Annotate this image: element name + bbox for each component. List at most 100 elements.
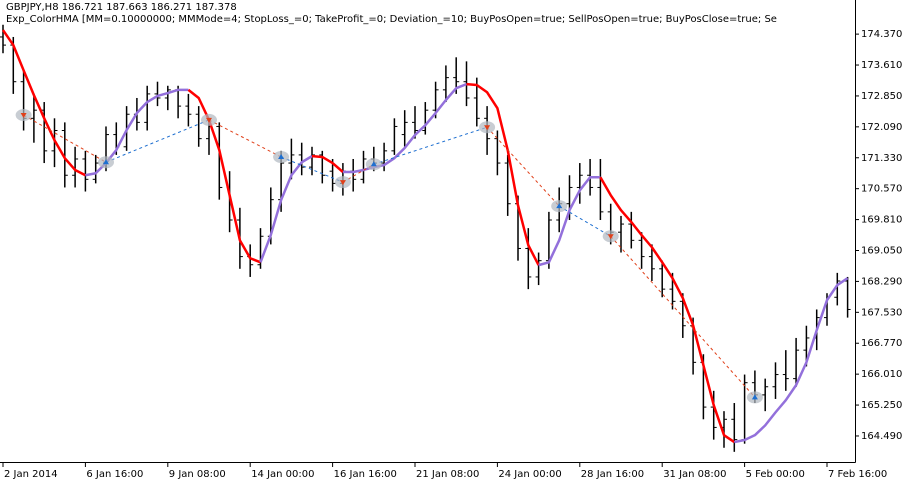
- x-tick-label: 9 Jan 08:00: [169, 469, 226, 480]
- x-tick-label: 14 Jan 00:00: [251, 469, 314, 480]
- x-tick-label: 2 Jan 2014: [4, 469, 58, 480]
- x-tick-label: 5 Feb 00:00: [746, 469, 805, 480]
- price-bar: [504, 154, 511, 216]
- price-bar: [72, 146, 79, 188]
- hma-line: [259, 155, 313, 263]
- price-bar: [61, 122, 68, 188]
- price-bar: [164, 85, 171, 111]
- deal-line: [208, 119, 282, 158]
- price-bar: [154, 81, 161, 107]
- price-bar: [463, 61, 470, 107]
- y-tick-label: 165.250: [861, 400, 902, 411]
- deal-arrow: [370, 161, 377, 167]
- deal-line: [373, 126, 488, 165]
- price-bar: [535, 252, 542, 286]
- price-bar: [793, 337, 800, 387]
- y-tick-label: 174.370: [861, 29, 902, 40]
- y-tick-label: 171.330: [861, 153, 902, 164]
- hma-line: [311, 154, 344, 173]
- deal-marker: [602, 230, 619, 243]
- price-bar: [412, 106, 418, 139]
- price-bar: [597, 158, 604, 220]
- x-tick-label: 6 Jan 16:00: [86, 469, 143, 480]
- deal-line: [280, 156, 344, 183]
- deal-marker: [365, 158, 382, 171]
- price-bar: [422, 102, 429, 135]
- deal-arrow: [607, 234, 614, 240]
- price-bar: [659, 260, 666, 298]
- price-bar: [648, 244, 655, 282]
- price-bar: [772, 362, 779, 399]
- deal-arrow: [751, 394, 758, 400]
- y-tick-label: 164.490: [861, 431, 902, 442]
- deal-marker: [201, 113, 217, 126]
- price-bar: [638, 232, 645, 269]
- price-bar: [391, 118, 398, 155]
- y-tick-label: 172.090: [861, 122, 902, 133]
- deal-marker: [479, 121, 496, 134]
- price-bar: [442, 65, 449, 103]
- deal-line: [105, 119, 210, 163]
- deal-arrow: [103, 159, 109, 165]
- deal-line: [23, 114, 107, 163]
- deal-marker: [98, 156, 114, 169]
- price-bar: [0, 24, 6, 54]
- x-tick-label: 24 Jan 00:00: [498, 469, 561, 480]
- price-bar: [82, 150, 89, 192]
- y-tick-label: 172.850: [861, 91, 902, 102]
- chart-title: GBPJPY,H8 186.721 187.663 186.271 187.37…: [6, 2, 237, 13]
- hma-line: [187, 88, 261, 264]
- y-tick-label: 166.010: [861, 369, 902, 380]
- hma-line: [734, 277, 849, 444]
- deal-marker: [746, 391, 763, 404]
- price-bar: [834, 272, 841, 306]
- price-bar: [762, 378, 769, 412]
- price-bar: [298, 142, 305, 176]
- price-bar: [195, 106, 202, 147]
- chart-subtitle: Exp_ColorHMA [MM=0.10000000; MMMode=4; S…: [6, 14, 777, 25]
- deal-marker: [273, 150, 290, 163]
- hma-line: [466, 82, 540, 266]
- y-tick-label: 169.810: [861, 215, 902, 226]
- price-bar: [360, 150, 367, 184]
- price-bar: [185, 93, 192, 127]
- deal-arrow: [20, 113, 27, 119]
- deal-line: [558, 205, 611, 237]
- hma-line: [342, 82, 467, 174]
- y-tick-label: 170.570: [861, 184, 902, 195]
- price-bar: [309, 146, 315, 176]
- x-tick-label: 21 Jan 08:00: [416, 469, 479, 480]
- x-tick-label: 31 Jan 08:00: [663, 469, 726, 480]
- price-bar: [782, 350, 789, 391]
- x-tick-label: 16 Jan 16:00: [334, 469, 397, 480]
- x-tick-label: 7 Feb 16:00: [828, 469, 887, 480]
- price-bar: [525, 228, 532, 290]
- price-bar: [30, 93, 37, 143]
- plot-area: [0, 24, 851, 452]
- deal-marker: [334, 176, 351, 189]
- price-bar: [144, 85, 151, 131]
- y-tick-label: 173.610: [861, 60, 902, 71]
- y-tick-label: 166.770: [861, 338, 902, 349]
- deal-arrow: [206, 117, 212, 123]
- hma-line: [1, 29, 86, 177]
- price-bar: [628, 211, 635, 249]
- y-tick-label: 167.530: [861, 307, 902, 318]
- price-bar: [731, 403, 738, 452]
- price-bar: [216, 122, 223, 200]
- deal-line: [610, 235, 756, 398]
- y-tick-label: 168.290: [861, 276, 902, 287]
- deal-arrow: [278, 153, 285, 159]
- deal-marker: [551, 200, 568, 213]
- price-bar: [288, 138, 295, 180]
- price-bar: [618, 215, 624, 253]
- hma-line: [538, 176, 601, 267]
- y-tick-label: 169.050: [861, 245, 902, 256]
- deal-arrow: [556, 203, 563, 209]
- deal-arrow: [484, 125, 491, 131]
- price-bar: [401, 110, 408, 147]
- deal-arrow: [339, 180, 346, 186]
- price-bar: [576, 163, 583, 204]
